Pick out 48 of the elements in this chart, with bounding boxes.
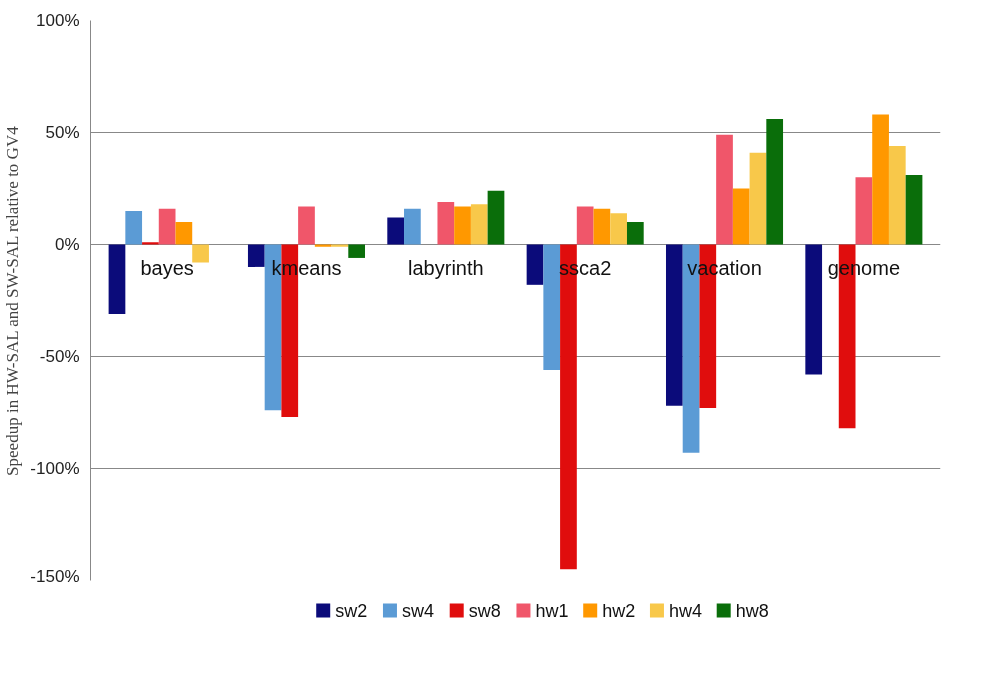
- bar: [437, 201, 455, 245]
- bar: [626, 222, 644, 245]
- bar: [716, 134, 733, 245]
- bar: [888, 145, 906, 245]
- bar: [175, 222, 193, 245]
- bar: [543, 244, 561, 370]
- bar: [470, 204, 488, 245]
- bar: [610, 213, 627, 245]
- bar: [665, 244, 683, 406]
- y-tick-label: -150%: [30, 566, 80, 586]
- bar: [526, 244, 544, 285]
- bar: [108, 244, 126, 314]
- legend-label: sw2: [335, 600, 368, 621]
- bar: [487, 190, 505, 245]
- legend-label: hw4: [668, 600, 702, 621]
- bar: [314, 244, 332, 247]
- bar: [247, 244, 265, 267]
- bar: [348, 244, 366, 258]
- y-axis-title: Speedup in HW-SAL and SW-SAL relative to GV4: [3, 125, 23, 476]
- bar: [298, 206, 315, 245]
- y-tick-label: 0%: [54, 235, 80, 254]
- bar: [387, 217, 405, 245]
- bar: [576, 206, 594, 245]
- legend-label: sw8: [468, 600, 501, 621]
- bar: [404, 208, 421, 245]
- bar: [158, 208, 176, 245]
- y-tick-label: 50%: [45, 123, 80, 142]
- bar: [805, 244, 823, 375]
- bar: [125, 210, 143, 245]
- x-tick-label: bayes: [140, 256, 194, 279]
- y-tick-label: -100%: [30, 459, 80, 478]
- legend-label: sw4: [401, 600, 434, 621]
- bar: [732, 188, 750, 245]
- legend-label: hw1: [535, 600, 569, 621]
- bar: [192, 244, 209, 263]
- bar: [454, 206, 471, 245]
- bar: [593, 208, 611, 245]
- bar: [766, 119, 784, 245]
- x-tick-label: labyrinth: [408, 256, 484, 279]
- bar: [855, 177, 873, 245]
- bar: [749, 152, 767, 245]
- y-tick-label: -50%: [39, 347, 80, 366]
- legend-label: hw8: [735, 600, 769, 621]
- legend-label: hw2: [602, 600, 636, 621]
- bar: [872, 114, 889, 245]
- bar: [905, 175, 923, 245]
- y-tick-label: 100%: [36, 11, 80, 30]
- bar: [142, 242, 159, 245]
